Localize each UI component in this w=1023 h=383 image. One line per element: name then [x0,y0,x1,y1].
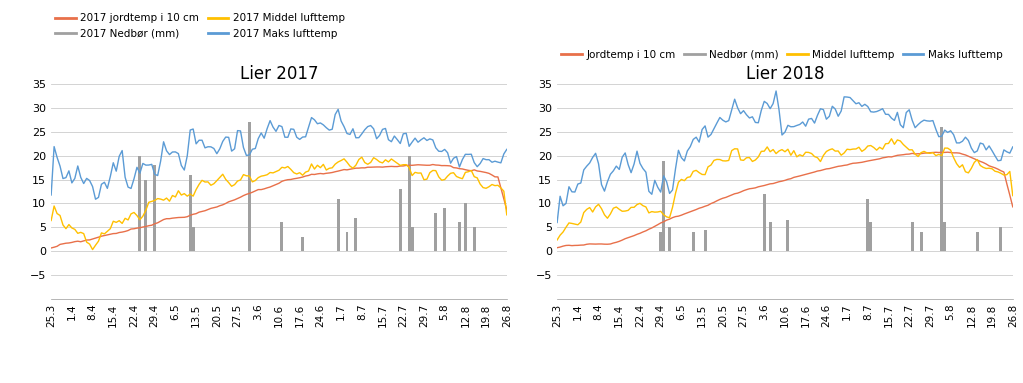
Bar [408,156,410,251]
Title: Lier 2017: Lier 2017 [239,65,318,83]
Legend: 2017 jordtemp i 10 cm, 2017 Nedbør (mm), 2017 Middel lufttemp, 2017 Maks lufttem: 2017 jordtemp i 10 cm, 2017 Nedbør (mm),… [51,9,349,43]
Bar [920,232,923,251]
Bar [399,189,402,251]
Bar [659,232,662,251]
Bar [410,227,413,251]
Bar [768,223,771,251]
Bar [458,223,461,251]
Bar [191,227,194,251]
Bar [940,127,943,251]
Bar [463,203,466,251]
Bar [866,199,870,251]
Bar [704,230,707,251]
Bar [999,227,1003,251]
Bar [668,227,671,251]
Bar [153,165,157,251]
Bar [248,123,251,251]
Bar [188,175,191,251]
Bar [354,218,357,251]
Bar [337,199,340,251]
Bar [870,223,873,251]
Title: Lier 2018: Lier 2018 [746,65,825,83]
Bar [280,223,283,251]
Bar [435,213,437,251]
Bar [473,227,476,251]
Bar [301,237,304,251]
Bar [910,223,914,251]
Bar [692,232,695,251]
Bar [943,223,946,251]
Bar [144,180,147,251]
Bar [346,232,349,251]
Bar [138,156,141,251]
Bar [662,160,665,251]
Bar [976,232,979,251]
Legend: Jordtemp i 10 cm, Nedbør (mm), Middel lufttemp, Maks lufttemp: Jordtemp i 10 cm, Nedbør (mm), Middel lu… [558,46,1007,64]
Bar [443,208,446,251]
Bar [787,220,790,251]
Bar [763,194,766,251]
